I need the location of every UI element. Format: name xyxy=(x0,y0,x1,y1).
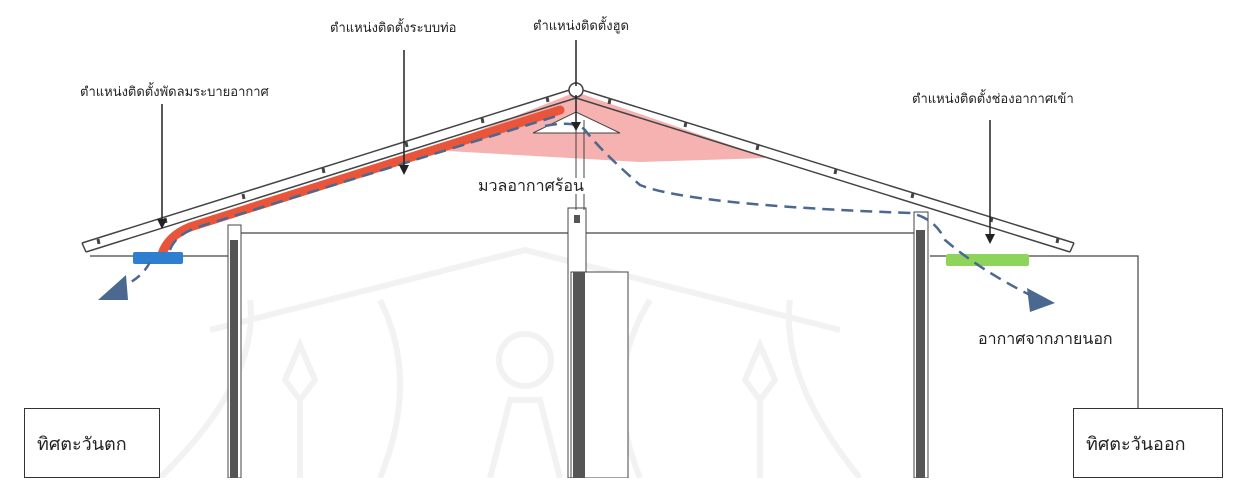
callout-arrowheads xyxy=(157,122,995,244)
exhaust-fan xyxy=(133,252,183,264)
airflow-inlet-arrow xyxy=(1027,288,1055,312)
duct-pipe xyxy=(157,105,565,259)
hot-air-mass-label: มวลอากาศร้อน xyxy=(476,176,586,195)
roof-left xyxy=(81,87,577,253)
fan-position-label: ตำแหน่งติดตั้งพัดลมระบายอากาศ xyxy=(80,85,269,100)
hood-position-label: ตำแหน่งติดตั้งฮูด xyxy=(533,19,629,34)
wall-right xyxy=(913,211,929,479)
callout-lines xyxy=(161,40,991,238)
duct-position-label: ตำแหน่งติดตั้งระบบท่อ xyxy=(330,21,457,36)
east-direction-box: ทิศตะวันออก xyxy=(1073,408,1223,478)
outside-air-label: อากาศจากภายนอก xyxy=(978,329,1113,348)
center-post xyxy=(567,207,629,479)
west-direction-box: ทิศตะวันตก xyxy=(24,408,160,478)
exterior-outline xyxy=(1070,255,1139,408)
wall-left xyxy=(227,224,242,479)
airflow-exhaust xyxy=(111,261,152,292)
inlet-position-label: ตำแหน่งติดตั้งช่องอากาศเข้า xyxy=(912,92,1074,107)
airflow-exhaust-arrow xyxy=(98,275,128,300)
roof-purlins xyxy=(96,96,1060,245)
duct-airflow-line xyxy=(168,113,561,251)
watermark-emblem xyxy=(157,246,863,481)
airflow-hood xyxy=(544,122,1031,297)
roof-right xyxy=(575,87,1075,253)
air-inlet xyxy=(946,254,1029,266)
